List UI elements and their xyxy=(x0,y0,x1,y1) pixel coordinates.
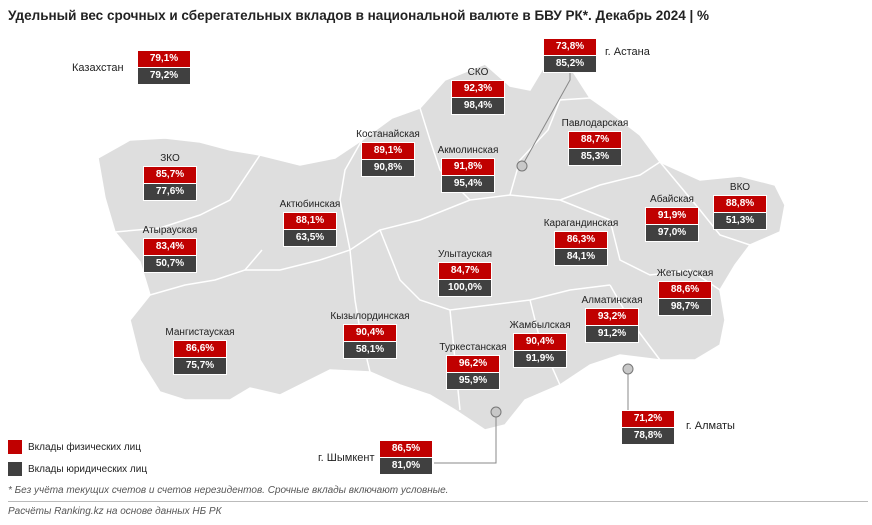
city-astana-label: г. Астана xyxy=(605,46,650,58)
individuals-value: 83,4% xyxy=(143,238,197,255)
legal-value: 51,3% xyxy=(713,212,767,230)
individuals-value: 93,2% xyxy=(585,308,639,325)
individuals-value: 86,5% xyxy=(379,440,433,457)
legal-value: 95,9% xyxy=(446,372,500,390)
region-name: Мангистауская xyxy=(165,327,235,338)
kazakhstan-individuals: 79,1% xyxy=(137,50,191,67)
legal-value: 98,4% xyxy=(451,97,505,115)
individuals-value: 88,8% xyxy=(713,195,767,212)
legal-value: 85,2% xyxy=(543,55,597,73)
individuals-value: 84,7% xyxy=(438,262,492,279)
individuals-value: 85,7% xyxy=(143,166,197,183)
region-name: Павлодарская xyxy=(561,118,629,129)
legal-value: 58,1% xyxy=(343,341,397,359)
region-name: Алматинская xyxy=(581,295,643,306)
legal-value: 97,0% xyxy=(645,224,699,242)
legal-value: 95,4% xyxy=(441,175,495,193)
region-kostanay: Костанайская 89,1% 90,8% xyxy=(348,129,428,177)
individuals-value: 73,8% xyxy=(543,38,597,55)
astana-marker xyxy=(516,160,528,172)
legal-value: 90,8% xyxy=(361,159,415,177)
individuals-value: 86,6% xyxy=(173,340,227,357)
region-name: Актюбинская xyxy=(279,199,341,210)
map-title: Удельный вес срочных и сберегательных вк… xyxy=(8,8,710,23)
divider xyxy=(8,501,868,502)
legal-value: 84,1% xyxy=(554,248,608,266)
region-name: Карагандинская xyxy=(543,218,619,229)
legend-swatch-individuals xyxy=(8,440,22,454)
region-atyrau: Атырауская 83,4% 50,7% xyxy=(130,225,210,273)
region-sko: СКО 92,3% 98,4% xyxy=(448,67,508,115)
individuals-value: 88,7% xyxy=(568,131,622,148)
legal-value: 63,5% xyxy=(283,229,337,247)
city-shymkent-values: 86,5% 81,0% xyxy=(378,440,434,475)
region-zhambyl: Жамбылская 90,4% 91,9% xyxy=(500,320,580,368)
legend: Вклады физических лиц Вклады юридических… xyxy=(8,438,147,482)
individuals-value: 88,6% xyxy=(658,281,712,298)
region-name: Атырауская xyxy=(142,225,198,236)
legal-value: 100,0% xyxy=(438,279,492,297)
region-aktobe: Актюбинская 88,1% 63,5% xyxy=(270,199,350,247)
kazakhstan-values: 79,1% 79,2% xyxy=(134,50,194,85)
footnote: * Без учёта текущих счетов и счетов нере… xyxy=(8,485,449,496)
legal-value: 50,7% xyxy=(143,255,197,273)
region-kyzylorda: Кызылординская 90,4% 58,1% xyxy=(325,311,415,359)
shymkent-marker xyxy=(490,406,502,418)
city-almaty-values: 71,2% 78,8% xyxy=(620,410,676,445)
legal-value: 78,8% xyxy=(621,427,675,445)
region-name: Абайская xyxy=(650,194,694,205)
region-name: Улытауская xyxy=(437,249,493,260)
individuals-value: 91,8% xyxy=(441,158,495,175)
region-name: Туркестанская xyxy=(439,342,507,353)
region-name: Костанайская xyxy=(356,129,420,140)
region-name: ВКО xyxy=(729,182,751,193)
region-name: Акмолинская xyxy=(437,145,499,156)
city-astana-values: 73,8% 85,2% xyxy=(542,38,598,73)
almaty-marker xyxy=(622,363,634,375)
region-almaty-region: Алматинская 93,2% 91,2% xyxy=(572,295,652,343)
legal-value: 75,7% xyxy=(173,357,227,375)
legal-value: 91,9% xyxy=(513,350,567,368)
legend-label-legal: Вклады юридических лиц xyxy=(28,463,148,475)
region-name: Жамбылская xyxy=(509,320,571,331)
region-vko: ВКО 88,8% 51,3% xyxy=(710,182,770,230)
region-abay: Абайская 91,9% 97,0% xyxy=(632,194,712,242)
region-akmola: Акмолинская 91,8% 95,4% xyxy=(428,145,508,193)
legal-value: 91,2% xyxy=(585,325,639,343)
kazakhstan-legal: 79,2% xyxy=(137,67,191,85)
region-pavlodar: Павлодарская 88,7% 85,3% xyxy=(555,118,635,166)
individuals-value: 90,4% xyxy=(343,324,397,341)
source-note: Расчёты Ranking.kz на основе данных НБ Р… xyxy=(8,506,222,517)
region-zhetysu: Жетысуская 88,6% 98,7% xyxy=(645,268,725,316)
region-name: СКО xyxy=(467,67,489,78)
legal-value: 77,6% xyxy=(143,183,197,201)
individuals-value: 91,9% xyxy=(645,207,699,224)
legal-value: 81,0% xyxy=(379,457,433,475)
region-karaganda: Карагандинская 86,3% 84,1% xyxy=(536,218,626,266)
region-name: ЗКО xyxy=(160,153,180,164)
city-almaty-label: г. Алматы xyxy=(686,420,735,432)
individuals-value: 89,1% xyxy=(361,142,415,159)
legend-swatch-legal xyxy=(8,462,22,476)
legend-item-legal: Вклады юридических лиц xyxy=(8,460,147,478)
individuals-value: 96,2% xyxy=(446,355,500,372)
region-turkestan: Туркестанская 96,2% 95,9% xyxy=(428,342,518,390)
legend-label-individuals: Вклады физических лиц xyxy=(28,441,141,453)
individuals-value: 71,2% xyxy=(621,410,675,427)
individuals-value: 88,1% xyxy=(283,212,337,229)
region-ulytau: Улытауская 84,7% 100,0% xyxy=(425,249,505,297)
kazakhstan-label: Казахстан xyxy=(72,62,124,74)
region-name: Жетысуская xyxy=(656,268,714,279)
legal-value: 98,7% xyxy=(658,298,712,316)
region-zko: ЗКО 85,7% 77,6% xyxy=(140,153,200,201)
individuals-value: 86,3% xyxy=(554,231,608,248)
legal-value: 85,3% xyxy=(568,148,622,166)
region-mangistau: Мангистауская 86,6% 75,7% xyxy=(155,327,245,375)
individuals-value: 90,4% xyxy=(513,333,567,350)
individuals-value: 92,3% xyxy=(451,80,505,97)
region-name: Кызылординская xyxy=(330,311,410,322)
city-shymkent-label: г. Шымкент xyxy=(318,452,375,464)
legend-item-individuals: Вклады физических лиц xyxy=(8,438,147,456)
